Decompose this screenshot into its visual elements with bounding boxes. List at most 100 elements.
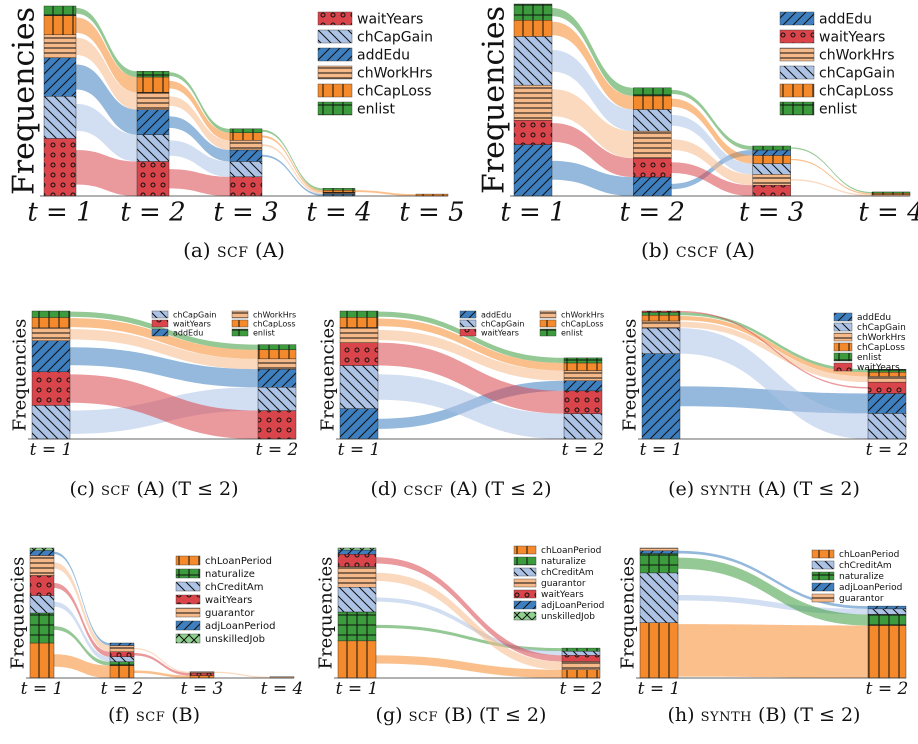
bar-g-t2-chLoanPeriod: [561, 669, 601, 679]
bar-f-t3-waitYears: [189, 672, 215, 676]
bar-e-t2-addEdu: [867, 393, 907, 414]
bar-b-t3-chCapLoss: [752, 155, 791, 164]
time-label-b-4: t = 4: [858, 198, 918, 228]
flow-b-addEdu-t2: [671, 150, 753, 190]
y-axis-label-f: Frequencies: [8, 557, 29, 670]
legend-swatch-c-waitYears: [151, 319, 169, 328]
legend-label-g-chCreditAm: chCreditAm: [541, 568, 594, 578]
bar-a-t2-chWorkHrs: [136, 92, 170, 110]
caption-d-suffix: (A) (T ≤ 2): [449, 478, 552, 500]
legend-swatch-c-addEdu: [151, 328, 169, 337]
bar-g-t2-guarantor: [561, 661, 601, 670]
caption-c-letter: (c): [69, 478, 95, 500]
caption-h-letter: (h): [667, 704, 695, 726]
legend-swatch-a-chWorkHrs: [317, 65, 353, 80]
caption-d-method: cscf: [403, 478, 444, 500]
flow-d-chCapGain-t1: [378, 374, 564, 439]
chart-g: t = 1 t = 2 Frequencies chLoanPeriodnatural…: [316, 545, 604, 699]
bar-h-t1-chCreditAm: [639, 572, 679, 623]
y-axis-label-e: Frequencies: [620, 319, 641, 432]
caption-g-suffix: (B) (T ≤ 2): [444, 704, 547, 726]
legend-swatch-a-enlist: [317, 101, 353, 116]
flow-f-chLoanPeriod-t2: [134, 670, 190, 678]
flow-a-chCapLoss-t4: [355, 190, 416, 196]
bar-a-t3-chCapGain: [229, 161, 263, 178]
bar-g-t2-chCreditAm: [561, 650, 601, 656]
flow-e-chCapLoss-t1: [680, 315, 868, 377]
flow-g-chCreditAm-t1: [376, 597, 562, 656]
flow-b-waitYears-t1: [552, 122, 634, 178]
bar-e-t1-chCapLoss: [641, 315, 681, 322]
bar-b-t1-chCapLoss: [513, 20, 553, 37]
legend-label-a-waitYears: waitYears: [357, 12, 423, 28]
bar-f-t1-waitYears: [29, 575, 55, 596]
bar-a-t1-chCapLoss: [43, 15, 77, 35]
legend-swatch-h-adjLoanPeriod: [811, 582, 835, 592]
bar-f-t2-chCreditAm: [109, 656, 135, 662]
time-label-c-1: t = 1: [30, 440, 73, 460]
flow-a-chCapLoss-t1: [76, 17, 137, 93]
legend-swatch-a-waitYears: [317, 11, 353, 26]
flow-b-chCapLoss-t3: [790, 158, 872, 195]
y-axis-label-a: Frequencies: [7, 7, 42, 195]
bar-f-t1-guarantor: [29, 555, 55, 576]
bar-a-t3-addEdu: [229, 149, 263, 162]
legend-swatch-g-adjLoanPeriod: [513, 600, 537, 610]
legend-g: chLoanPeriodnaturalizechCreditAmguaranto…: [513, 545, 604, 622]
legend-label-f-unskilledJob: unskilledJob: [205, 634, 265, 645]
caption-d: (d) cscf (A) (T ≤ 2): [312, 478, 610, 500]
flow-c-chWorkHrs-t1: [70, 329, 258, 370]
panel-d: t = 1 t = 2 Frequencies addEdu chCapGain wait…: [312, 305, 610, 463]
legend-swatch-b-enlist: [779, 101, 815, 116]
flow-f-waitYears-t2: [134, 653, 190, 676]
flow-f-guarantor-t2: [134, 648, 190, 673]
bar-f-t1-naturalize: [29, 612, 55, 644]
legend-swatch-d-chCapGain: [459, 319, 477, 328]
legend-label-g-waitYears: waitYears: [541, 590, 584, 600]
legend-label-c-addEdu: addEdu: [173, 328, 203, 337]
legend-label-b-enlist: enlist: [819, 102, 858, 118]
legend-label-d-chWorkHrs: chWorkHrs: [561, 310, 604, 319]
legend-label-g-adjLoanPeriod: adjLoanPeriod: [541, 601, 604, 611]
flow-a-chCapLoss-t3: [262, 135, 323, 193]
bar-b-t1-addEdu: [513, 144, 553, 197]
legend-swatch-f-unskilledJob: [175, 633, 201, 644]
panel-b: t = 1 t = 2 t = 3 t = 4 Frequencies addEdu wai…: [477, 0, 918, 228]
legend-label-h-naturalize: naturalize: [839, 572, 884, 582]
legend-e: addEduchCapGainchWorkHrschCapLossenlistw…: [833, 312, 906, 373]
time-label-a-5: t = 5: [399, 198, 464, 228]
caption-f-letter: (f): [107, 704, 130, 726]
bar-b-t1-enlist: [513, 3, 553, 21]
time-label-h-1: t = 1: [638, 679, 681, 699]
bar-b-t1-waitYears: [513, 120, 553, 145]
legend-swatch-f-waitYears: [175, 594, 201, 605]
flow-f-chLoanPeriod-t1: [54, 654, 110, 678]
flow-a-enlist-t2: [169, 72, 230, 133]
flow-h-chLoanPeriod-t1: [678, 624, 868, 678]
bar-g-t2-waitYears: [561, 655, 601, 662]
legend-label-h-guarantor: guarantor: [839, 594, 884, 604]
caption-e-method: synth: [700, 478, 752, 500]
chart-b: t = 1 t = 2 t = 3 t = 4 Frequencies addEdu wai…: [477, 3, 918, 228]
legend-swatch-d-enlist: [539, 328, 557, 337]
bar-a-t1-addEdu: [43, 57, 77, 97]
flow-h-adjLoanPeriod-t1: [678, 550, 868, 609]
time-label-b-3: t = 3: [739, 198, 804, 228]
bar-c-t2-enlist: [257, 344, 297, 350]
time-label-c-2: t = 2: [256, 440, 299, 460]
flow-g-waitYears-t1: [376, 557, 562, 662]
bar-c-t1-addEdu: [31, 340, 71, 372]
legend-swatch-g-unskilledJob: [513, 611, 537, 621]
legend-label-c-chWorkHrs: chWorkHrs: [253, 310, 296, 319]
legend-swatch-g-guarantor: [513, 578, 537, 588]
legend-label-c-enlist: enlist: [253, 328, 275, 337]
bar-h-t2-adjLoanPeriod: [867, 605, 907, 610]
panel-h: t = 1 t = 2 Frequencies chLoanPeriod chCredi…: [614, 540, 914, 699]
flow-b-chWorkHrs-t3: [790, 179, 872, 196]
flow-f-naturalize-t1: [54, 626, 110, 666]
legend-label-a-chWorkHrs: chWorkHrs: [357, 66, 433, 82]
flow-d-waitYears-t1: [378, 342, 564, 414]
y-axis-label-h: Frequencies: [618, 557, 639, 670]
caption-f: (f) scf (B): [4, 704, 304, 726]
